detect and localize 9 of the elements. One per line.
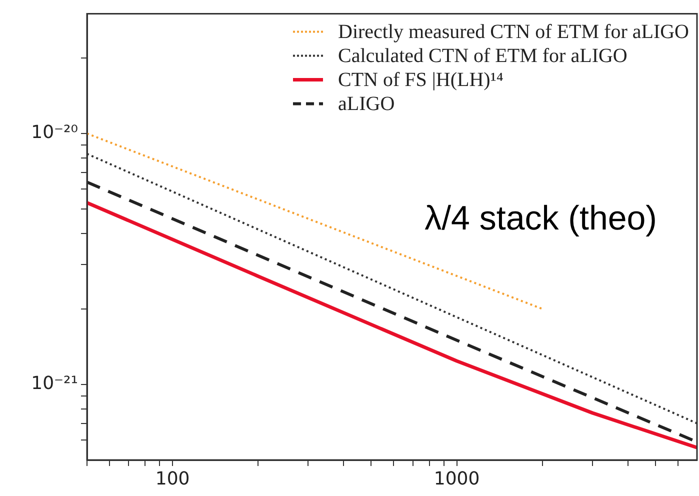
y-tick-label: 10⁻²⁰ bbox=[31, 122, 78, 144]
legend-label: Calculated CTN of ETM for aLIGO bbox=[338, 45, 628, 68]
x-tick-label: 100 bbox=[155, 468, 190, 490]
legend-label: aLIGO bbox=[338, 93, 395, 116]
y-tick-label: 10⁻²¹ bbox=[31, 373, 78, 394]
annotation: λ/4 stack (theo) bbox=[424, 199, 657, 238]
legend-label: CTN of FS |H(LH)¹⁴ bbox=[338, 69, 504, 92]
x-tick-label: 1000 bbox=[434, 468, 480, 490]
legend-label: Directly measured CTN of ETM for aLIGO bbox=[338, 21, 690, 44]
